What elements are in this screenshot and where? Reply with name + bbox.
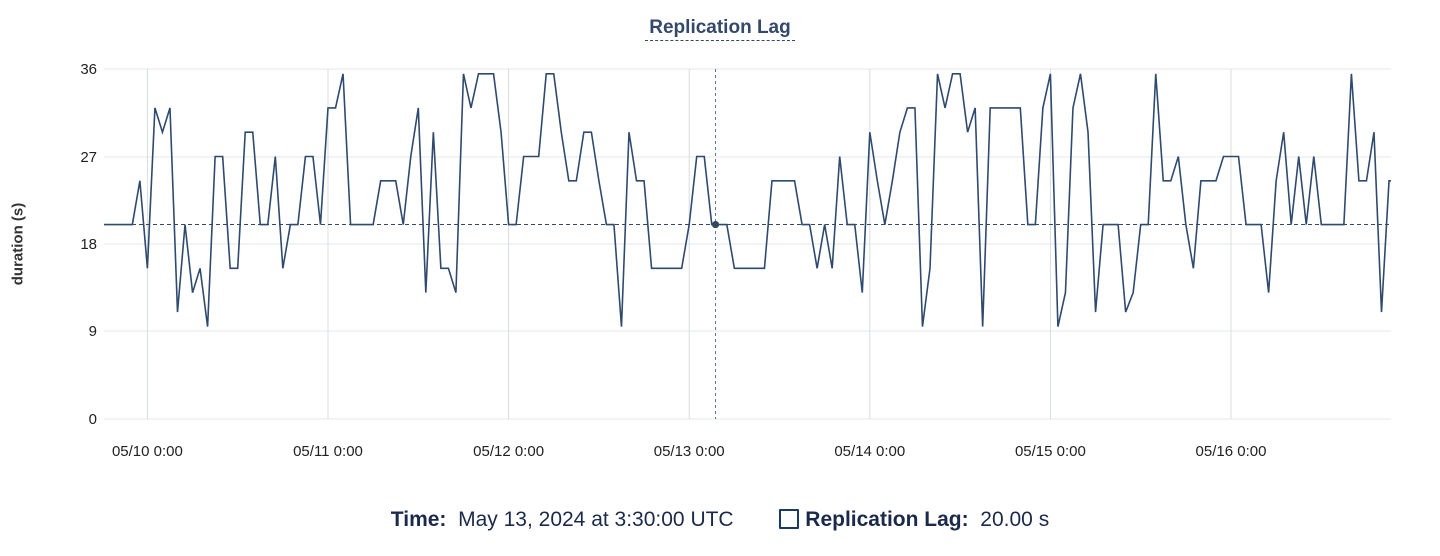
svg-text:27: 27 [80, 149, 97, 166]
svg-text:05/13 0:00: 05/13 0:00 [654, 443, 725, 460]
svg-text:05/10 0:00: 05/10 0:00 [112, 443, 183, 460]
svg-text:05/12 0:00: 05/12 0:00 [473, 443, 544, 460]
svg-text:05/15 0:00: 05/15 0:00 [1015, 443, 1086, 460]
svg-text:05/14 0:00: 05/14 0:00 [834, 443, 905, 460]
svg-text:9: 9 [89, 323, 97, 340]
svg-text:05/11 0:00: 05/11 0:00 [293, 443, 363, 460]
svg-text:18: 18 [80, 236, 97, 253]
svg-text:36: 36 [80, 61, 97, 78]
svg-text:05/16 0:00: 05/16 0:00 [1196, 443, 1267, 460]
svg-text:0: 0 [89, 411, 97, 428]
